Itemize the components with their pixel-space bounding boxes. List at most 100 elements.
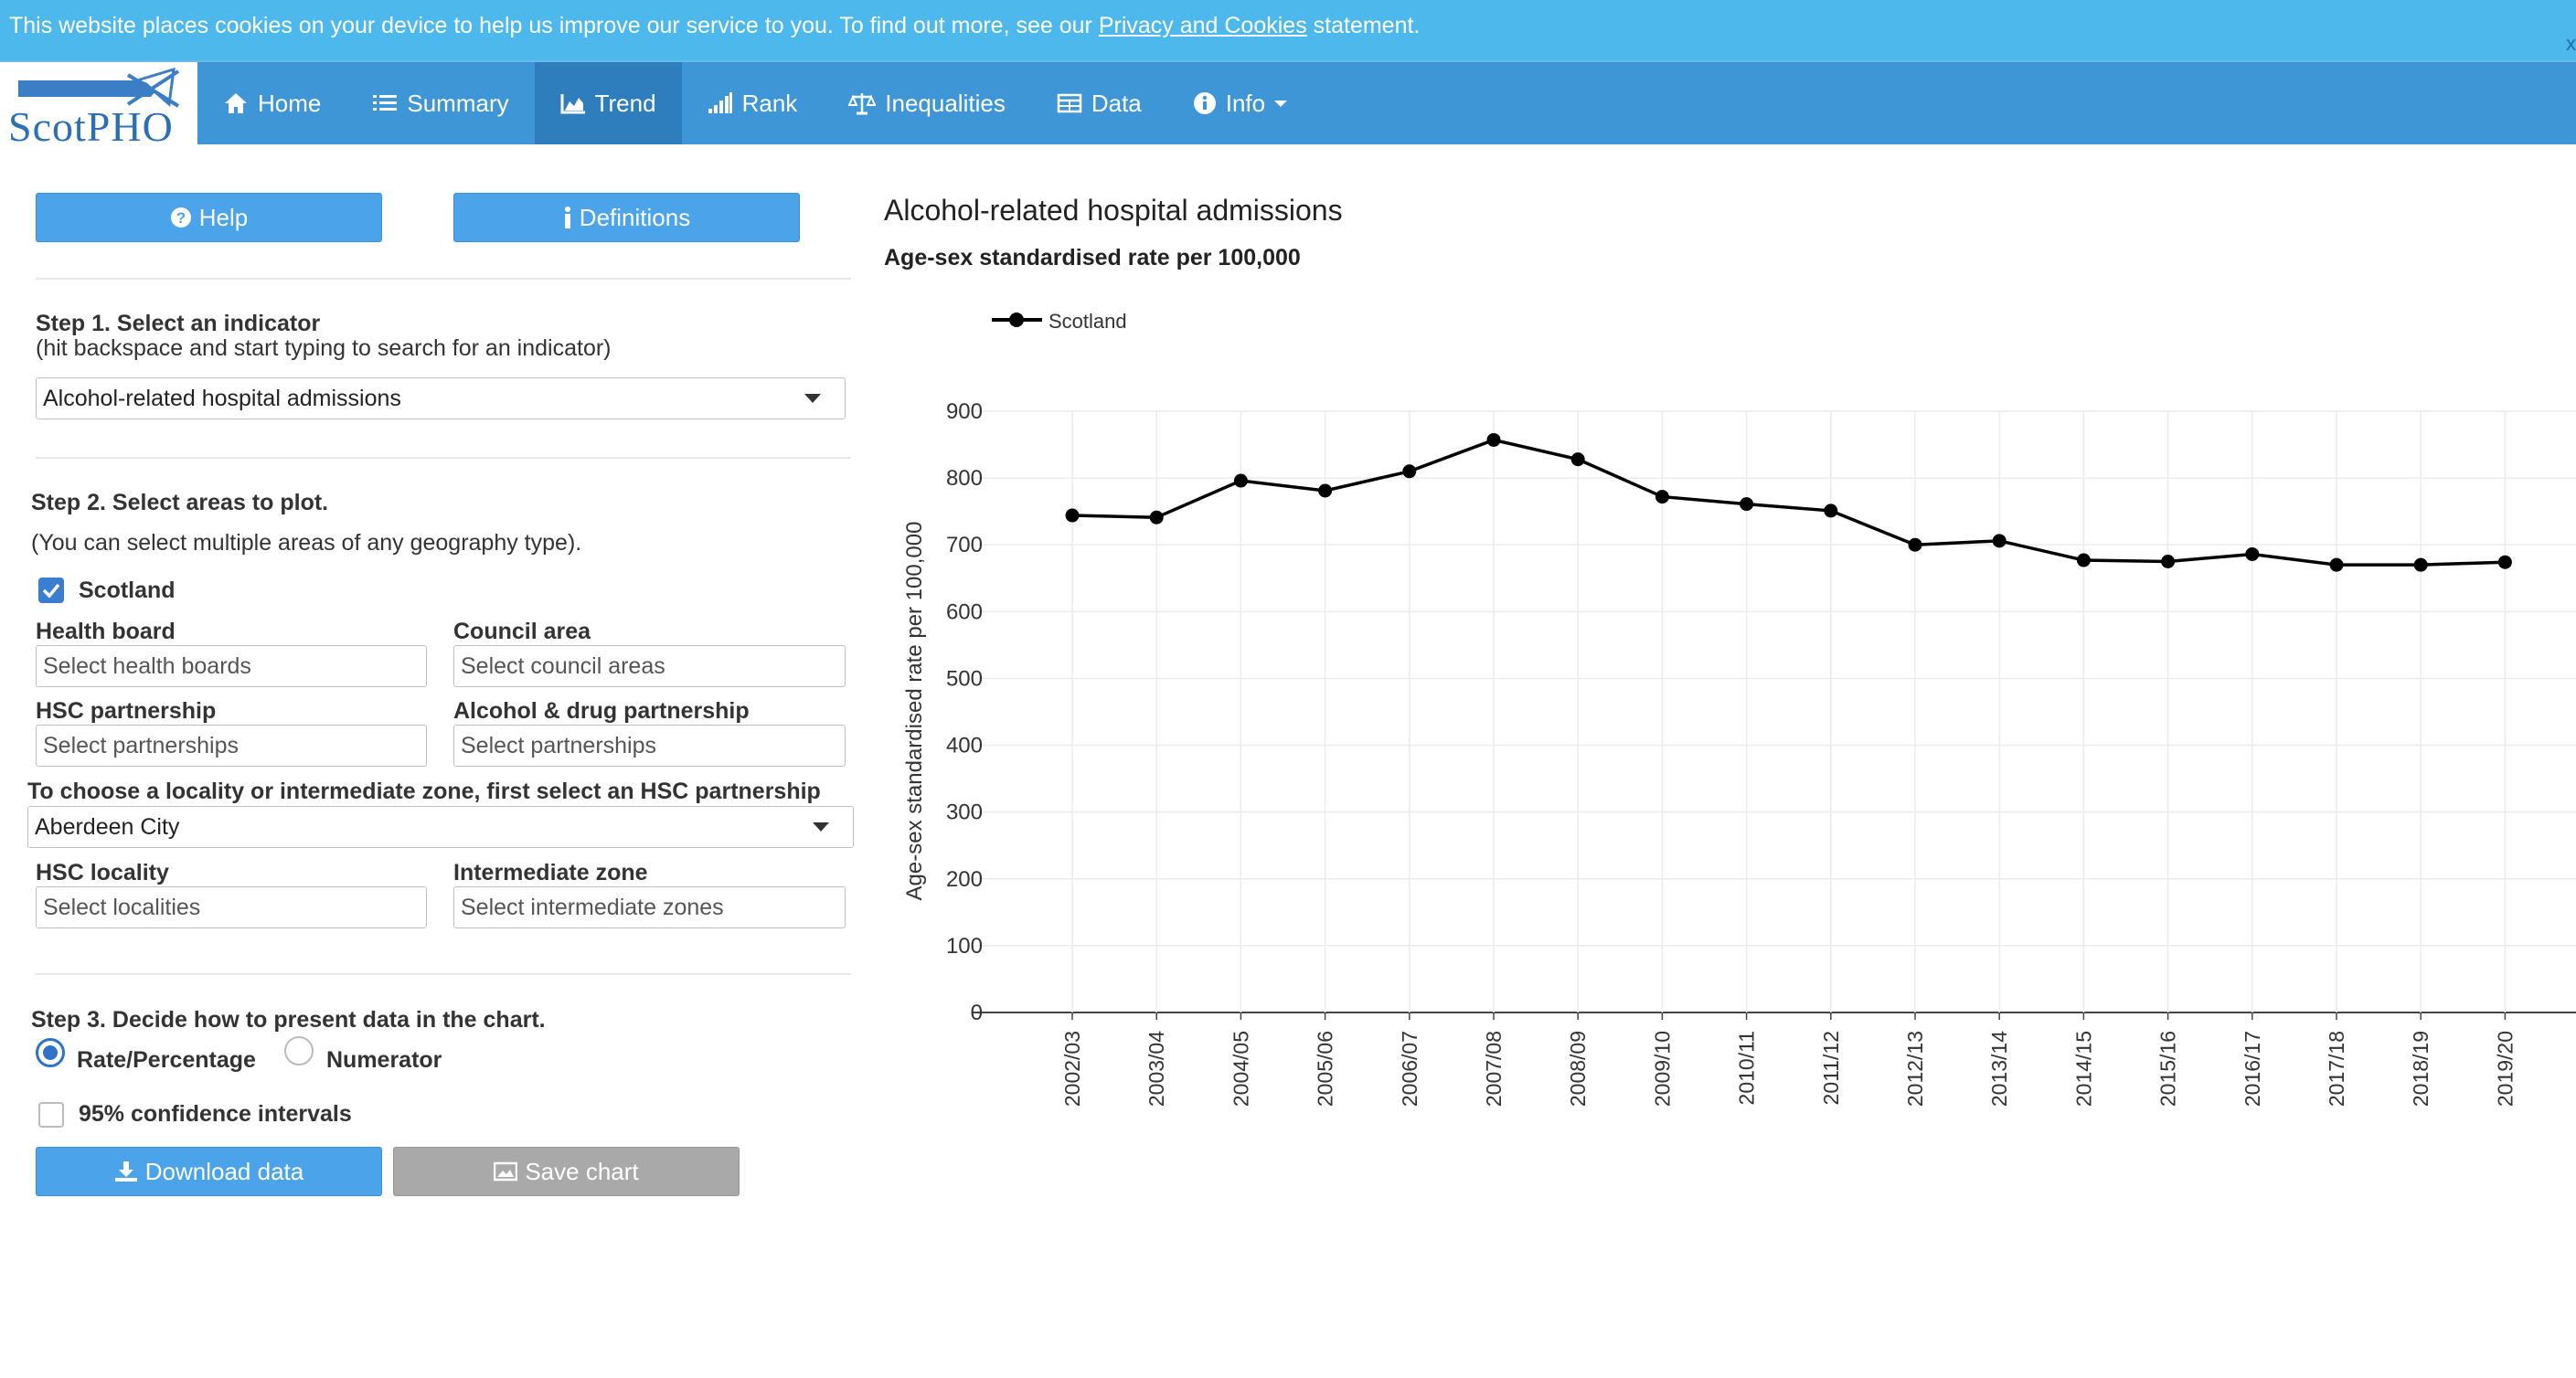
cookie-text-before: This website places cookies on your devi… [9,13,1099,38]
step2-hint: (You can select multiple areas of any ge… [31,530,582,556]
ci-checkbox[interactable] [38,1102,64,1128]
data-point[interactable] [1233,473,1248,488]
data-point[interactable] [2413,557,2428,572]
scotland-label: Scotland [79,578,176,603]
divider [36,278,851,280]
indicator-select-value: Alcohol-related hospital admissions [43,386,401,411]
help-button[interactable]: ? Help [36,193,382,242]
data-point[interactable] [2329,557,2344,572]
x-tick-label: 2005/06 [1314,1031,1337,1107]
chevron-down-icon [813,822,829,832]
cookie-banner: This website places cookies on your devi… [0,0,2576,60]
nav-summary[interactable]: Summary [346,62,534,144]
nav-home[interactable]: Home [197,62,346,144]
partnership-select[interactable]: Aberdeen City [27,806,854,848]
adp-label: Alcohol & drug partnership [453,698,750,724]
data-point[interactable] [1992,534,2007,548]
nav-info-label: Info [1225,89,1266,117]
chevron-down-icon [804,394,821,403]
x-tick-label: 2010/11 [1735,1031,1759,1105]
numerator-radio[interactable] [284,1036,314,1065]
data-point[interactable] [1065,508,1080,523]
cookie-text-after: statement. [1306,13,1421,38]
y-tick-label: 800 [946,466,983,491]
info-icon [563,206,572,229]
balance-scale-icon [848,91,877,115]
y-tick-label: 900 [946,399,983,424]
check-icon [42,583,60,599]
x-tick-label: 2019/20 [2493,1031,2517,1107]
rate-radio[interactable] [36,1038,65,1067]
nav-rank[interactable]: Rank [682,62,824,144]
data-point[interactable] [1740,497,1754,512]
step1-title: Step 1. Select an indicator [36,311,321,336]
help-button-label: Help [198,203,249,231]
data-point[interactable] [1402,464,1417,479]
logo-text: ScotPHO [8,103,174,150]
navbar: ScotPHO Home Summary Trend Rank [0,60,2576,150]
intermediate-zone-input[interactable]: Select intermediate zones [453,886,846,928]
save-chart-button[interactable]: Save chart [393,1147,740,1196]
data-point[interactable] [1486,432,1501,447]
scotland-checkbox[interactable] [38,578,64,603]
data-point[interactable] [1824,504,1838,518]
save-chart-label: Save chart [525,1157,639,1185]
data-point[interactable] [2497,555,2512,569]
hsc-locality-input[interactable]: Select localities [36,886,427,928]
y-tick-label: 400 [946,734,983,758]
data-point[interactable] [1149,510,1164,525]
numerator-label: Numerator [326,1047,442,1073]
data-point[interactable] [2076,553,2091,567]
council-area-input[interactable]: Select council areas [453,645,846,687]
ci-label: 95% confidence intervals [79,1101,352,1127]
question-circle-icon: ? [170,207,192,228]
y-tick-label: 300 [946,800,983,825]
legend-marker [1009,313,1024,327]
scotpho-logo[interactable]: ScotPHO [0,62,197,150]
nav-info[interactable]: Info [1167,62,1313,144]
hsc-locality-label: HSC locality [36,860,169,885]
data-point[interactable] [1318,483,1333,498]
data-point[interactable] [2161,555,2176,568]
x-tick-label: 2016/17 [2241,1031,2264,1107]
data-point[interactable] [1908,537,1922,552]
nav-inequalities[interactable]: Inequalities [823,62,1031,144]
health-board-label: Health board [36,619,176,644]
step1-hint: (hit backspace and start typing to searc… [36,335,612,361]
x-tick-label: 2015/16 [2156,1031,2180,1107]
health-board-input[interactable]: Select health boards [36,645,427,687]
nav-summary-label: Summary [407,89,509,117]
x-tick-label: 2008/09 [1566,1031,1590,1107]
x-tick-label: 2004/05 [1229,1031,1252,1107]
partnership-select-value: Aberdeen City [35,814,180,840]
x-tick-label: 2006/07 [1398,1031,1421,1107]
x-tick-label: 2017/18 [2325,1031,2348,1107]
y-tick-label: 0 [971,1001,983,1025]
indicator-select[interactable]: Alcohol-related hospital admissions [36,377,846,419]
svg-text:?: ? [176,209,186,227]
divider [36,973,851,975]
home-icon [223,91,249,115]
step2-title: Step 2. Select areas to plot. [31,490,329,515]
data-point[interactable] [1655,490,1669,504]
data-point[interactable] [1570,452,1585,467]
nav-trend[interactable]: Trend [534,62,682,144]
data-point[interactable] [2245,546,2260,561]
caret-down-icon [1274,100,1288,107]
download-data-label: Download data [144,1157,304,1185]
area-chart-icon [560,92,586,114]
download-data-button[interactable]: Download data [36,1147,382,1196]
definitions-button[interactable]: Definitions [453,193,800,242]
list-icon [372,92,398,114]
adp-input[interactable]: Select partnerships [453,725,846,767]
signal-icon [708,92,733,114]
divider [36,457,851,459]
nav-inequalities-label: Inequalities [885,89,1006,117]
privacy-cookies-link[interactable]: Privacy and Cookies [1098,13,1307,38]
x-tick-label: 2009/10 [1650,1031,1674,1107]
nav-data[interactable]: Data [1031,62,1167,144]
cookie-close-button[interactable]: x [2566,32,2576,55]
hsc-partnership-input[interactable]: Select partnerships [36,725,427,767]
x-tick-label: 2013/14 [1987,1031,2011,1107]
nav-data-label: Data [1091,89,1142,117]
